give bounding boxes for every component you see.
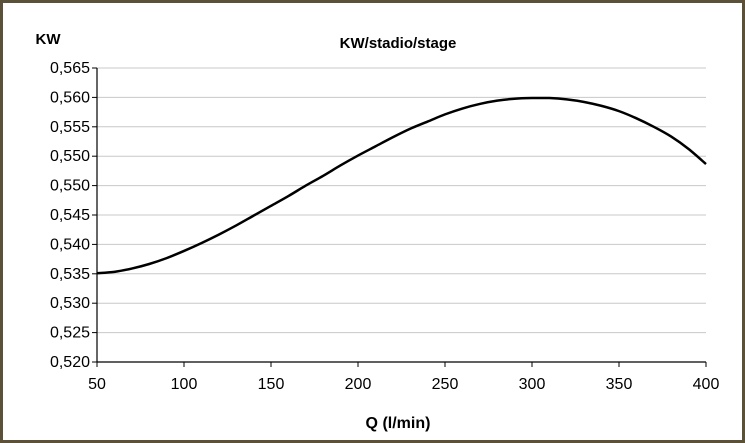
- y-tick-label: 0,545: [50, 207, 90, 224]
- x-tick-label: 350: [606, 376, 633, 393]
- x-tick-label: 250: [432, 376, 459, 393]
- x-tick-labels: 50 100 150 200 250 300 350 400: [88, 362, 719, 393]
- x-tick-label: 400: [693, 376, 720, 393]
- y-axis-label: KW: [36, 31, 62, 48]
- series-line: [96, 96, 707, 275]
- axes: [96, 68, 706, 363]
- gridlines: [92, 67, 706, 363]
- y-tick-label: 0,550: [50, 178, 90, 195]
- y-tick-label: 0,530: [50, 295, 90, 312]
- y-tick-label: 0,565: [50, 60, 90, 77]
- y-tick-label: 0,555: [50, 119, 90, 136]
- x-axis-label: Q (l/min): [366, 415, 431, 432]
- y-tick-label: 0,540: [50, 236, 90, 253]
- x-tick-label: 50: [88, 376, 106, 393]
- x-tick-label: 200: [345, 376, 372, 393]
- series-group: [96, 96, 707, 275]
- x-tick-label: 300: [519, 376, 546, 393]
- y-tick-labels: 0,565 0,560 0,555 0,550 0,550 0,545 0,540 0,535…: [50, 60, 90, 371]
- chart-title: KW/stadio/stage: [340, 35, 457, 52]
- x-tick-label: 100: [171, 376, 198, 393]
- y-tick-label: 0,535: [50, 266, 90, 283]
- y-tick-label: 0,560: [50, 89, 90, 106]
- y-tick-label: 0,525: [50, 325, 90, 342]
- x-tick-label: 150: [258, 376, 285, 393]
- y-tick-label: 0,550: [50, 148, 90, 165]
- y-tick-label: 0,520: [50, 354, 90, 371]
